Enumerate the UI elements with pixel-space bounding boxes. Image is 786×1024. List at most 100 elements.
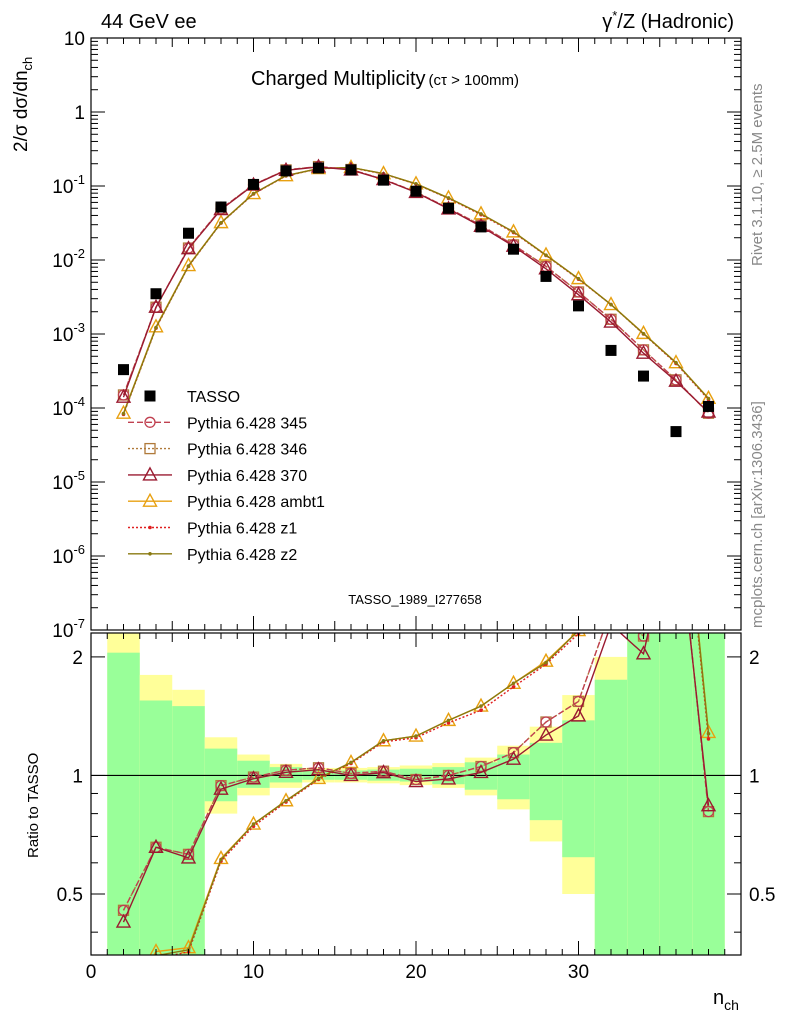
data-point bbox=[144, 390, 156, 402]
data-point bbox=[180, 849, 197, 864]
data-point bbox=[142, 466, 158, 481]
y-tick-label: 10-6 bbox=[52, 542, 85, 568]
data-point bbox=[570, 270, 587, 285]
ratio-y-tick-label: 1 bbox=[72, 766, 83, 787]
data-point bbox=[122, 1012, 126, 1016]
data-point bbox=[215, 201, 227, 213]
main-series-group bbox=[115, 158, 717, 438]
x-tick-label: 30 bbox=[568, 962, 589, 983]
ratio-y-tick-label: 1 bbox=[749, 766, 760, 787]
ratio-pythia-6428-z2 bbox=[122, 530, 711, 1012]
data-point bbox=[609, 530, 613, 534]
data-point bbox=[182, 848, 195, 861]
data-point bbox=[148, 318, 164, 333]
data-point bbox=[606, 605, 616, 615]
data-point bbox=[410, 185, 422, 197]
legend: TASSO Pythia 6.428 345 Pythia 6.428 346 Pyt… bbox=[128, 389, 325, 564]
ratio-band-inner bbox=[659, 633, 693, 955]
data-point bbox=[671, 495, 681, 505]
series-line bbox=[122, 166, 709, 413]
data-point bbox=[638, 370, 649, 382]
series-line bbox=[122, 166, 710, 414]
data-point bbox=[213, 850, 229, 865]
data-point bbox=[511, 230, 516, 234]
x-tick-label: 0 bbox=[86, 962, 97, 983]
ratio-band-inner bbox=[692, 633, 725, 955]
data-point bbox=[408, 773, 424, 788]
y-tick-label: 10-2 bbox=[52, 246, 85, 272]
data-point bbox=[479, 212, 483, 216]
data-point bbox=[544, 253, 548, 258]
data-point bbox=[115, 404, 132, 419]
ratio-y-tick-label: 0.5 bbox=[57, 885, 83, 906]
data-point bbox=[251, 191, 256, 196]
series-pythia-6428-ambt1 bbox=[115, 158, 717, 419]
ratio-band-inner bbox=[627, 633, 660, 955]
ratio-series-group bbox=[115, 402, 717, 1016]
data-point bbox=[538, 246, 554, 261]
legend-entry: Pythia 6.428 ambt1 bbox=[128, 492, 325, 511]
ratio-y-tick-label: 0.5 bbox=[749, 885, 775, 906]
series-pythia-6428-z2 bbox=[121, 165, 711, 416]
data-point bbox=[507, 746, 520, 759]
ratio-uncertainty-band bbox=[91, 633, 741, 955]
data-point bbox=[670, 402, 683, 414]
y-tick-label: 10-7 bbox=[52, 616, 85, 642]
data-point bbox=[245, 770, 262, 785]
data-point bbox=[144, 442, 156, 455]
data-point bbox=[670, 426, 682, 438]
data-point bbox=[121, 411, 126, 416]
legend-label: Pythia 6.428 346 bbox=[187, 442, 307, 459]
ratio-band-inner bbox=[139, 700, 173, 955]
data-point bbox=[118, 364, 129, 376]
data-point bbox=[603, 296, 619, 311]
plot-title: Charged Multiplicity (cτ > 100mm) bbox=[251, 68, 519, 90]
data-point bbox=[144, 416, 156, 428]
data-point bbox=[446, 721, 451, 725]
data-point bbox=[706, 737, 711, 741]
data-point bbox=[603, 313, 619, 328]
data-point bbox=[446, 196, 451, 200]
ratio-line bbox=[122, 633, 710, 911]
data-point bbox=[414, 182, 418, 186]
data-point bbox=[576, 276, 581, 281]
header-right: γ*/Z (Hadronic) bbox=[602, 8, 734, 33]
data-point bbox=[180, 257, 197, 272]
data-point bbox=[142, 492, 158, 507]
rivet-label: Rivet 3.1.10, ≥ 2.5M events bbox=[749, 84, 766, 267]
data-point bbox=[148, 525, 152, 530]
data-point bbox=[573, 300, 584, 312]
data-point bbox=[700, 797, 717, 812]
data-point bbox=[475, 221, 487, 233]
header-left: 44 GeV ee bbox=[101, 11, 197, 33]
ratio-band-inner bbox=[562, 720, 595, 858]
data-point bbox=[606, 605, 616, 615]
data-point bbox=[668, 354, 684, 369]
ratio-band-inner bbox=[529, 742, 563, 821]
data-point bbox=[349, 760, 353, 765]
data-point bbox=[148, 552, 152, 556]
data-point bbox=[479, 704, 483, 708]
data-point bbox=[378, 174, 389, 186]
data-point bbox=[122, 1008, 126, 1012]
data-point bbox=[443, 202, 454, 214]
ratio-band-inner bbox=[107, 652, 140, 955]
x-tick-label: 20 bbox=[405, 962, 426, 983]
data-point bbox=[674, 360, 678, 365]
series-pythia-6428-z1 bbox=[121, 165, 711, 417]
data-point bbox=[316, 776, 321, 781]
data-point bbox=[446, 718, 451, 723]
data-point bbox=[702, 805, 715, 818]
data-point bbox=[635, 344, 652, 359]
data-point bbox=[149, 943, 163, 955]
data-point bbox=[511, 681, 516, 686]
series-line bbox=[122, 165, 710, 414]
data-point bbox=[674, 411, 678, 415]
y-axis-label: 2/σ dσ/dnch bbox=[11, 57, 35, 152]
data-point bbox=[381, 738, 386, 743]
data-point bbox=[609, 530, 613, 534]
data-point bbox=[148, 298, 164, 313]
data-point bbox=[219, 221, 223, 225]
data-point bbox=[641, 331, 646, 336]
data-point bbox=[637, 541, 650, 553]
